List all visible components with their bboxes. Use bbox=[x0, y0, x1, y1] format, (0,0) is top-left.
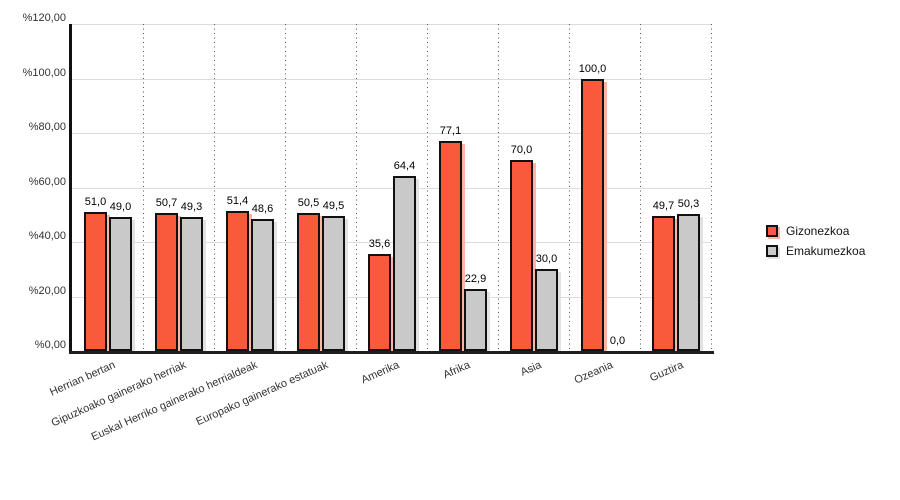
horizontal-gridline bbox=[72, 24, 711, 25]
y-axis-tick-label: %80,00 bbox=[28, 121, 66, 133]
bar-value-label: 22,9 bbox=[464, 272, 487, 285]
bar-emakumezkoa bbox=[464, 288, 487, 351]
y-axis-tick-label: %40,00 bbox=[28, 230, 66, 242]
x-axis-category-label: Europako gainerako estatuak bbox=[194, 359, 331, 429]
chart-legend: Gizonezkoa Emakumezkoa bbox=[766, 224, 865, 258]
x-axis-category-label: Afrika bbox=[441, 359, 473, 382]
bar-value-label: 51,0 bbox=[84, 196, 107, 209]
bar-gizonezkoa bbox=[510, 160, 533, 351]
bar-value-label: 49,5 bbox=[322, 200, 345, 213]
bar-value-label: 77,1 bbox=[439, 124, 462, 137]
legend-item-gizonezkoa: Gizonezkoa bbox=[766, 224, 865, 238]
horizontal-gridline bbox=[72, 296, 711, 298]
vertical-gridline bbox=[498, 24, 499, 351]
x-axis-category-label: Amerika bbox=[359, 359, 402, 387]
legend-label: Emakumezkoa bbox=[786, 244, 866, 258]
vertical-gridline bbox=[569, 24, 570, 351]
bar-value-label: 48,6 bbox=[251, 202, 274, 215]
legend-swatch-emakumezkoa bbox=[766, 245, 778, 257]
bar-value-label: 70,0 bbox=[510, 144, 533, 157]
x-axis-category-label: Asia bbox=[518, 359, 544, 379]
bar-value-label: 49,3 bbox=[180, 200, 203, 213]
y-axis-tick-label: %100,00 bbox=[22, 66, 66, 79]
bar-emakumezkoa bbox=[677, 213, 700, 351]
legend-swatch-gizonezkoa bbox=[766, 225, 778, 237]
vertical-gridline bbox=[427, 24, 428, 351]
x-axis-category-label: Guztira bbox=[648, 359, 686, 385]
bar-value-label: 49,0 bbox=[109, 201, 132, 214]
bar-emakumezkoa bbox=[180, 216, 203, 351]
bar-emakumezkoa bbox=[251, 218, 274, 351]
bar-emakumezkoa bbox=[393, 175, 416, 351]
bar-value-label: 30,0 bbox=[535, 253, 558, 266]
bar-gizonezkoa bbox=[155, 212, 178, 351]
legend-label: Gizonezkoa bbox=[786, 224, 850, 238]
horizontal-gridline bbox=[72, 78, 711, 80]
bar-value-label: 50,7 bbox=[155, 196, 178, 209]
bar-value-label: 35,6 bbox=[368, 237, 391, 250]
bar-gizonezkoa bbox=[652, 215, 675, 351]
bar-value-label: 64,4 bbox=[393, 159, 416, 172]
bar-value-label: 50,3 bbox=[677, 197, 700, 210]
vertical-gridline bbox=[143, 24, 144, 351]
y-axis-line bbox=[69, 24, 72, 354]
x-axis-line bbox=[69, 351, 714, 354]
bar-value-label: 49,7 bbox=[652, 199, 675, 212]
vertical-gridline bbox=[214, 24, 215, 351]
bar-emakumezkoa bbox=[109, 217, 132, 351]
bar-emakumezkoa bbox=[322, 216, 345, 351]
vertical-gridline bbox=[285, 24, 286, 351]
vertical-gridline bbox=[711, 24, 712, 351]
vertical-gridline bbox=[356, 24, 357, 351]
bar-gizonezkoa bbox=[439, 140, 462, 351]
bar-gizonezkoa bbox=[581, 78, 604, 351]
horizontal-gridline bbox=[72, 133, 711, 134]
horizontal-gridline bbox=[72, 242, 711, 243]
legend-item-emakumezkoa: Emakumezkoa bbox=[766, 244, 865, 258]
x-axis-category-label: Ozeania bbox=[572, 359, 615, 387]
bar-value-label: 0,0 bbox=[609, 335, 626, 347]
bar-value-label: 100,0 bbox=[578, 62, 607, 75]
bar-value-label: 50,5 bbox=[297, 197, 320, 210]
y-axis-tick-label: %120,00 bbox=[22, 12, 66, 24]
bar-gizonezkoa bbox=[226, 210, 249, 351]
bar-value-label: 51,4 bbox=[226, 194, 249, 207]
y-axis-tick-label: %20,00 bbox=[28, 284, 66, 297]
bar-gizonezkoa bbox=[84, 212, 107, 351]
y-axis-tick-label: %0,00 bbox=[34, 339, 66, 351]
horizontal-gridline bbox=[72, 187, 711, 189]
y-axis-tick-label: %60,00 bbox=[28, 175, 66, 188]
bar-emakumezkoa bbox=[535, 269, 558, 351]
bar-gizonezkoa bbox=[297, 213, 320, 351]
vertical-gridline bbox=[640, 24, 641, 351]
bar-gizonezkoa bbox=[368, 253, 391, 351]
